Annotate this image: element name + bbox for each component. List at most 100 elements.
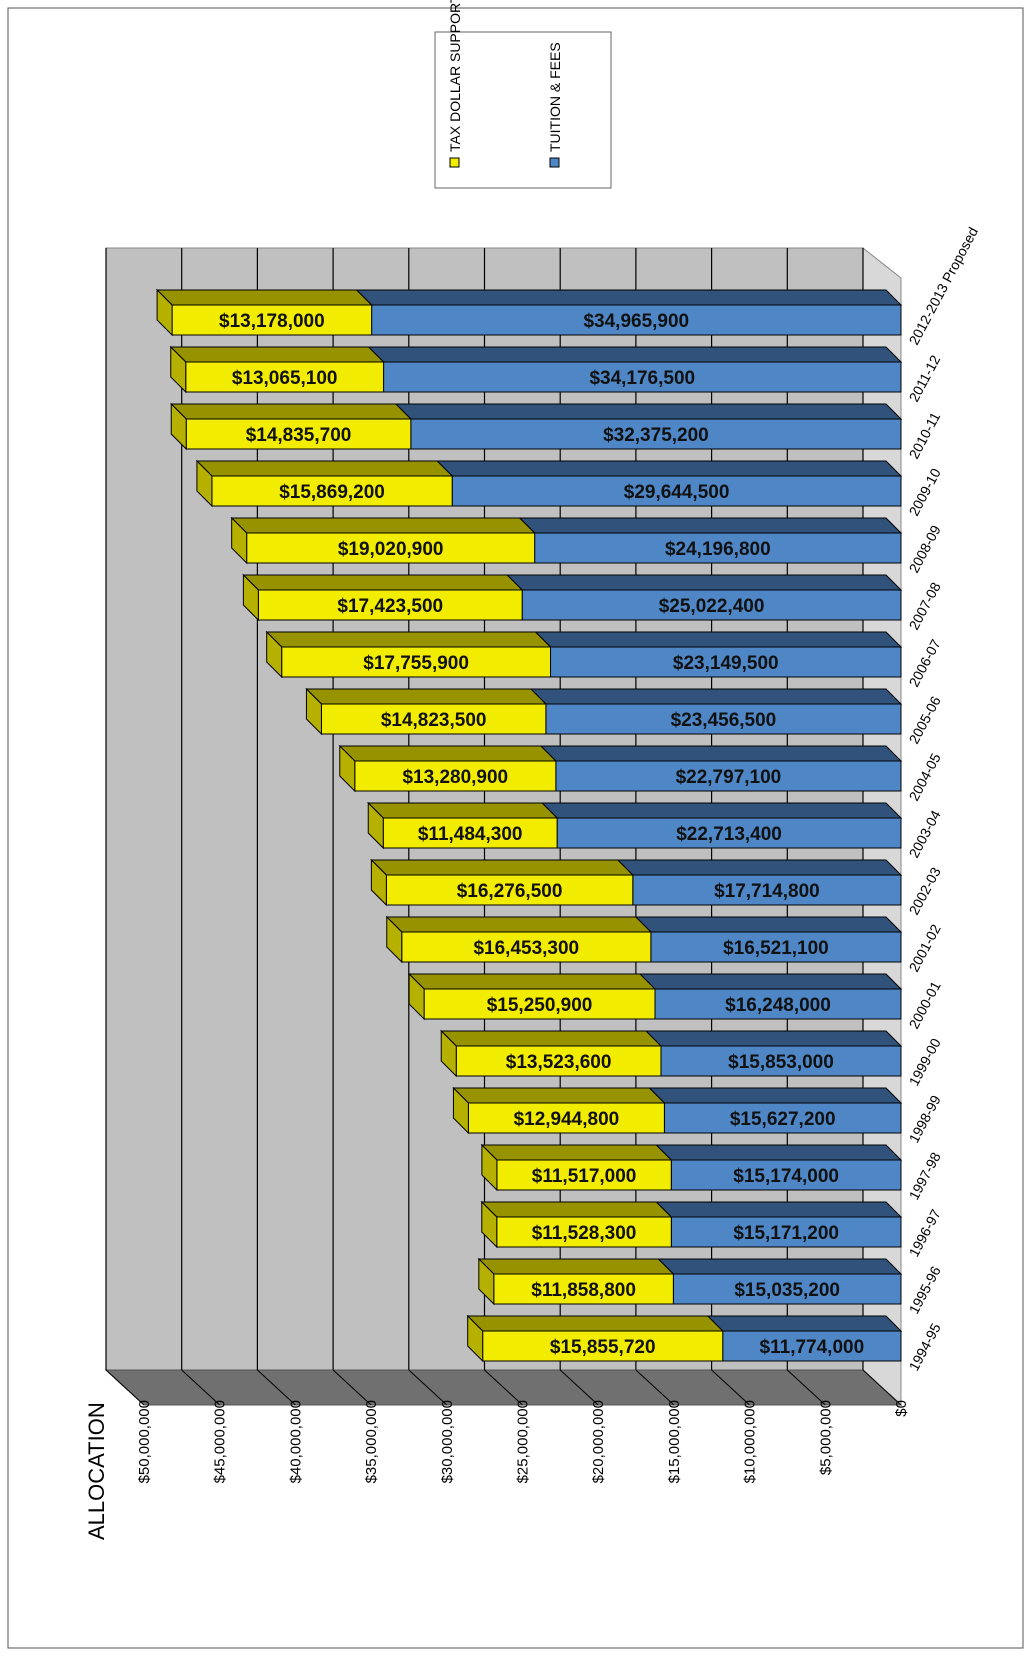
bar [410, 418, 902, 450]
bar [555, 760, 902, 792]
bar-top [657, 1258, 903, 1275]
floor-grid-line [105, 1369, 145, 1406]
legend-swatch [449, 157, 460, 168]
bar [383, 361, 902, 393]
value-label: $25,022,400 [659, 596, 765, 617]
bar-top [648, 1087, 903, 1104]
bar [550, 646, 902, 678]
value-label: $11,484,300 [418, 824, 523, 845]
value-label: $14,835,700 [246, 425, 352, 446]
value-label: $15,250,900 [487, 995, 593, 1016]
bar [482, 1330, 724, 1362]
y-tick-label: $50,000,000 [136, 1400, 153, 1483]
value-label: $19,020,900 [338, 539, 444, 560]
bar-top [394, 403, 903, 420]
bar-end [242, 573, 259, 622]
y-tick-label: $25,000,000 [515, 1400, 532, 1483]
bar-top [452, 1087, 666, 1104]
value-label: $22,713,400 [676, 824, 782, 845]
value-label: $15,035,200 [734, 1280, 840, 1301]
bar-top [169, 346, 385, 363]
bar-end [339, 744, 356, 793]
y-tick-label: $45,000,000 [212, 1400, 229, 1483]
bar-top [477, 1258, 675, 1275]
floor-grid-line [181, 1369, 221, 1406]
legend-swatch [549, 157, 560, 168]
bar [521, 589, 902, 621]
bar-end [481, 1143, 498, 1192]
bar-top [534, 631, 903, 648]
floor-grid-line [786, 1369, 826, 1406]
y-tick-label: $40,000,000 [287, 1400, 304, 1483]
value-label: $11,774,000 [760, 1337, 865, 1358]
value-label: $17,714,800 [714, 881, 820, 902]
value-label: $32,375,200 [603, 425, 709, 446]
value-label: $15,855,720 [550, 1337, 656, 1358]
value-label: $15,869,200 [279, 482, 385, 503]
bar-top [638, 973, 903, 990]
bar-end [467, 1314, 484, 1363]
floor-grid-line [559, 1369, 599, 1406]
bar-top [480, 1144, 673, 1161]
value-label: $23,149,500 [673, 653, 779, 674]
bar-top [338, 745, 558, 762]
value-label: $15,853,000 [728, 1052, 834, 1073]
floor-grid-line [635, 1369, 675, 1406]
bar-top [644, 1030, 903, 1047]
bar-end [305, 687, 322, 736]
value-label: $12,944,800 [514, 1109, 620, 1130]
value-label: $13,178,000 [219, 311, 325, 332]
y-tick-label: $20,000,000 [590, 1400, 607, 1483]
value-label: $16,521,100 [723, 938, 829, 959]
legend-label: TAX DOLLAR SUPPORT [447, 0, 463, 152]
value-label: $15,174,000 [733, 1166, 839, 1187]
bar-end [440, 1029, 457, 1078]
bar-top [466, 1315, 724, 1332]
bar [171, 304, 373, 336]
legend-label: TUITION & FEES [547, 42, 563, 152]
value-label: $24,196,800 [665, 539, 771, 560]
bar [423, 988, 656, 1020]
value-label: $16,276,500 [457, 881, 563, 902]
value-label: $15,171,200 [733, 1223, 839, 1244]
floor-grid-line [484, 1369, 523, 1406]
bar-end [196, 459, 213, 508]
bar [663, 1102, 902, 1134]
bar-top [480, 1201, 673, 1218]
value-label: $22,797,100 [676, 767, 782, 788]
axis-title: ALLOCATION [84, 1402, 109, 1540]
bar-end [266, 630, 283, 679]
value-label: $34,176,500 [589, 368, 695, 389]
value-label: $14,823,500 [381, 710, 487, 731]
bar-top [370, 859, 635, 876]
bar-end [170, 345, 187, 394]
bar-top [706, 1315, 903, 1332]
value-label: $11,858,800 [531, 1280, 636, 1301]
bar [371, 304, 902, 336]
bar [354, 760, 557, 792]
floor-grid-line [257, 1369, 296, 1406]
bar [496, 1216, 672, 1248]
value-label: $16,453,300 [473, 938, 579, 959]
bar [401, 931, 652, 963]
value-label: $15,627,200 [730, 1109, 836, 1130]
bar-top [155, 289, 373, 306]
bar-top [655, 1201, 903, 1218]
value-label: $17,423,500 [337, 596, 443, 617]
y-tick-label: $0 [893, 1400, 910, 1417]
bar-top [367, 802, 559, 819]
bar [493, 1273, 674, 1305]
bar-top [355, 289, 903, 306]
bar [722, 1330, 902, 1362]
bar [455, 1045, 662, 1077]
bar [320, 703, 547, 735]
floor-grid-line [711, 1369, 750, 1406]
bar-end [156, 288, 173, 337]
bar-top [170, 403, 413, 420]
value-label: $34,965,900 [583, 311, 689, 332]
bar [534, 532, 902, 564]
bar-top [440, 1030, 663, 1047]
bar-top [305, 688, 548, 705]
bar-end [170, 402, 187, 451]
y-tick-label: $15,000,000 [666, 1400, 683, 1483]
